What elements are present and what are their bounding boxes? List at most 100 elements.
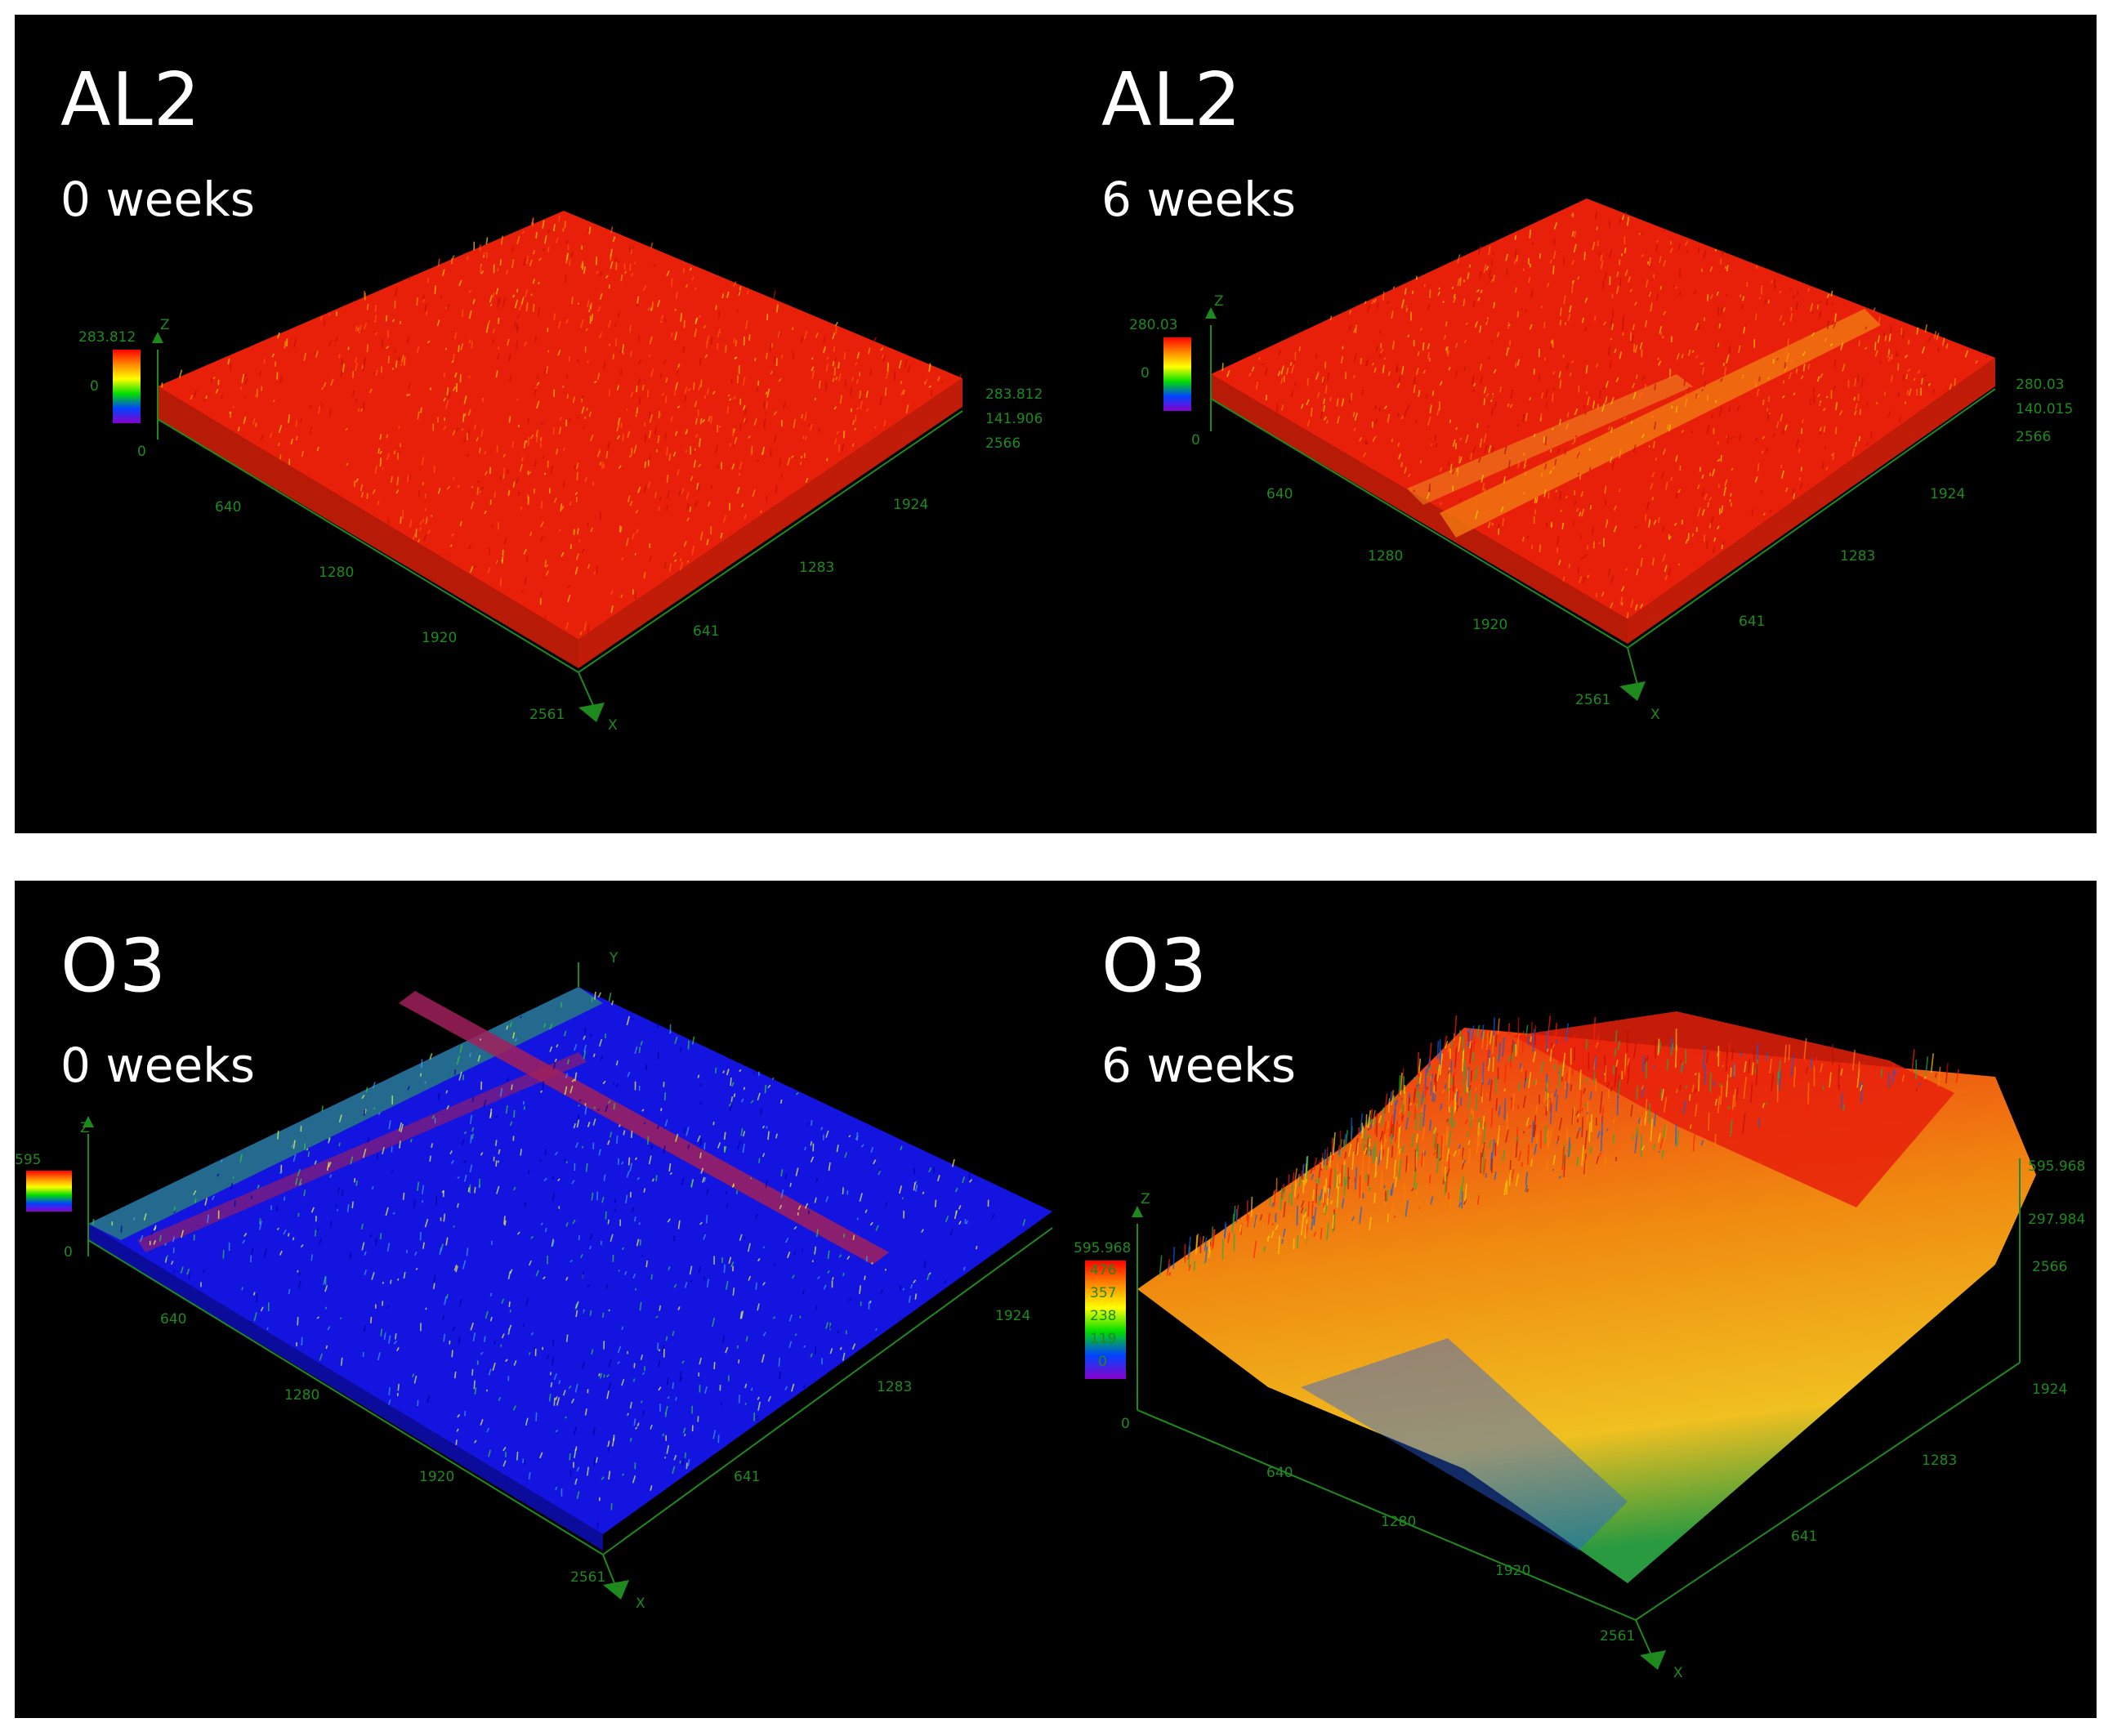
surface-texture-streak xyxy=(501,1298,505,1304)
surface-texture-streak xyxy=(1638,1083,1641,1101)
surface-texture-streak xyxy=(467,429,470,439)
surface-texture-streak xyxy=(632,1378,636,1382)
x-tick: 640 xyxy=(215,499,241,515)
surface-texture-streak xyxy=(914,1293,918,1300)
surface-texture-streak xyxy=(685,449,688,453)
surface-texture-streak xyxy=(625,1194,628,1204)
surface-texture-streak xyxy=(234,1200,236,1207)
surface-texture-streak xyxy=(537,307,541,316)
surface-texture-streak xyxy=(450,1159,454,1164)
surface-texture-streak xyxy=(1534,1024,1537,1045)
surface-texture-streak xyxy=(672,1466,676,1475)
surface-texture-streak xyxy=(565,622,569,630)
surface-texture-streak xyxy=(621,1473,625,1476)
surface-texture-streak xyxy=(406,337,409,344)
surface-texture-streak xyxy=(391,319,395,323)
surface-texture-streak xyxy=(756,386,759,392)
surface-texture-streak xyxy=(561,385,565,388)
surface-texture-streak xyxy=(552,1240,555,1247)
surface-texture-streak xyxy=(602,1080,606,1085)
surface-texture-streak xyxy=(283,1229,287,1235)
surface-texture-streak xyxy=(1638,392,1642,401)
surface-texture-streak xyxy=(1415,1113,1418,1130)
surface-texture-streak xyxy=(1581,1108,1583,1112)
surface-texture-streak xyxy=(523,257,527,266)
surface-texture-streak xyxy=(415,529,418,538)
surface-texture-streak xyxy=(1390,1203,1394,1220)
surface-texture-streak xyxy=(1486,425,1489,428)
surface-texture-streak xyxy=(1691,1084,1695,1093)
surface-texture-streak xyxy=(437,258,440,267)
surface-texture-streak xyxy=(740,1310,744,1319)
surface-texture-streak xyxy=(1648,519,1651,528)
surface-texture-streak xyxy=(397,1278,400,1281)
surface-texture-streak xyxy=(1944,340,1948,346)
surface-texture-streak xyxy=(190,395,194,400)
surface-texture-streak xyxy=(728,1102,732,1107)
surface-texture-streak xyxy=(684,1452,686,1459)
surface-texture-streak xyxy=(1401,1145,1405,1154)
surface-texture-streak xyxy=(838,373,842,382)
surface-texture-streak xyxy=(1581,1117,1584,1138)
surface-texture-streak xyxy=(739,1140,741,1145)
surface-texture-streak xyxy=(1382,291,1385,301)
surface-texture-streak xyxy=(767,1084,771,1089)
surface-texture-streak xyxy=(1343,1178,1347,1197)
surface-texture-streak xyxy=(1722,541,1726,545)
surface-texture-streak xyxy=(1293,1180,1297,1198)
surface-texture-streak xyxy=(497,353,500,359)
surface-texture-streak xyxy=(386,1305,390,1309)
surface-texture-streak xyxy=(533,1346,536,1350)
surface-texture-streak xyxy=(634,1157,638,1161)
surface-texture-streak xyxy=(446,304,449,309)
surface-texture-streak xyxy=(251,1247,254,1255)
surface-texture-streak xyxy=(544,1227,547,1233)
surface-texture-streak xyxy=(390,475,393,484)
surface-texture-streak xyxy=(1428,1064,1432,1069)
x-axis-arrow-icon xyxy=(603,1580,629,1600)
surface-texture-streak xyxy=(310,1207,315,1213)
surface-texture-streak xyxy=(1726,354,1730,364)
surface-texture-streak xyxy=(640,1400,643,1404)
surface-texture-streak xyxy=(635,510,639,514)
surface-texture-streak xyxy=(1657,1133,1661,1143)
surface-texture-streak xyxy=(565,373,569,379)
surface-texture-streak xyxy=(379,1233,382,1239)
surface-texture-streak xyxy=(787,457,791,466)
surface-texture-streak xyxy=(574,1448,577,1458)
surface-texture-streak xyxy=(383,1332,386,1341)
surface-texture-streak xyxy=(1599,1152,1601,1157)
surface-texture-streak xyxy=(1610,575,1614,584)
surface-texture-streak xyxy=(1276,403,1279,413)
surface-texture-streak xyxy=(1571,442,1575,445)
surface-texture-streak xyxy=(1329,397,1332,402)
surface-texture-streak xyxy=(1723,486,1727,497)
surface-texture-streak xyxy=(666,474,669,484)
surface-texture-streak xyxy=(565,1334,569,1342)
surface-texture-streak xyxy=(1930,1053,1934,1073)
surface-texture-streak xyxy=(314,1160,317,1165)
surface-texture-streak xyxy=(1387,413,1391,423)
surface-texture-streak xyxy=(186,1268,190,1275)
surface-texture-streak xyxy=(619,369,623,376)
surface-texture-streak xyxy=(1577,1113,1580,1118)
surface-texture-streak xyxy=(1311,1200,1314,1220)
surface-texture-streak xyxy=(220,394,224,399)
surface-texture-streak xyxy=(1641,1086,1645,1098)
surface-texture-streak xyxy=(1614,1048,1617,1057)
surface-texture-streak xyxy=(1447,1087,1450,1092)
surface-texture-streak xyxy=(1432,1152,1436,1156)
surface-texture-streak xyxy=(319,1238,322,1245)
surface-texture-streak xyxy=(453,1069,457,1075)
surface-texture-streak xyxy=(802,1288,806,1295)
surface-texture-streak xyxy=(713,1362,716,1370)
surface-texture-streak xyxy=(569,1085,574,1094)
surface-texture-streak xyxy=(736,487,740,494)
surface-plot-o3-0: Z X Y 595 0 640 1280 1920 2561 641 1283 … xyxy=(15,950,1053,1612)
surface-texture-streak xyxy=(635,1426,638,1430)
surface-texture-streak xyxy=(1429,404,1432,413)
surface-texture-streak xyxy=(1444,1041,1449,1049)
surface-texture-streak xyxy=(1550,521,1552,527)
surface-texture-streak xyxy=(1515,1173,1519,1186)
surface-texture-streak xyxy=(395,1333,397,1340)
